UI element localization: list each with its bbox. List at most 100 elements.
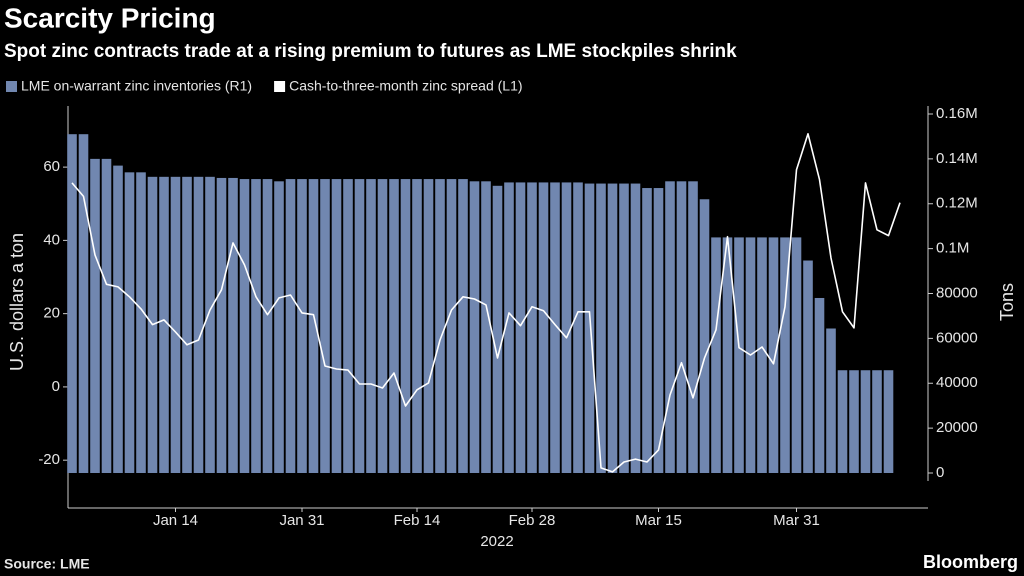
bar (90, 158, 100, 473)
legend-label: LME on-warrant zinc inventories (R1) (21, 78, 252, 94)
bar (573, 182, 583, 473)
x-axis-label: 2022 (480, 533, 513, 550)
x-tick-label: Feb 28 (509, 512, 556, 529)
x-tick-label: Mar 31 (773, 512, 820, 529)
bar (101, 158, 112, 473)
bar (458, 179, 468, 473)
source: Source: LME (4, 556, 90, 572)
bar (366, 179, 376, 473)
bar (711, 237, 721, 473)
bar (251, 179, 261, 473)
x-tick-label: Jan 14 (153, 512, 198, 529)
bar (469, 181, 480, 473)
chart-subtitle: Spot zinc contracts trade at a rising pr… (4, 41, 737, 62)
y2-tick-label: 0.14M (936, 150, 978, 167)
bar (722, 237, 733, 473)
bar (699, 199, 710, 473)
bar (113, 165, 123, 473)
bar (285, 179, 296, 473)
bar (538, 182, 549, 473)
bar (814, 297, 825, 473)
bar (860, 370, 871, 473)
bar (297, 179, 307, 473)
line (71, 133, 901, 473)
y-tick-label: 60 (43, 158, 60, 175)
y2-tick-label: 0.12M (936, 195, 978, 212)
bar (550, 182, 560, 473)
bar (837, 370, 848, 473)
bar (400, 179, 411, 473)
bar (377, 179, 388, 473)
y2-tick-label: 60000 (936, 329, 978, 346)
bar (331, 179, 342, 473)
bar (492, 185, 503, 474)
y-tick-label: 40 (43, 231, 60, 248)
bar (182, 176, 192, 473)
y2-tick-label: 0.16M (936, 105, 978, 122)
y2-tick-label: 80000 (936, 284, 978, 301)
brand: Bloomberg (923, 552, 1018, 572)
bar (354, 179, 365, 473)
chart-title: Scarcity Pricing (4, 2, 216, 33)
bar (803, 260, 813, 473)
y-axis-label: U.S. dollars a ton (7, 233, 27, 371)
bar (515, 182, 526, 473)
bar (504, 182, 514, 473)
bar (619, 183, 629, 473)
x-tick-label: Jan 31 (279, 512, 324, 529)
bar (584, 183, 595, 473)
bar (170, 176, 181, 473)
bar (791, 237, 802, 473)
bar (136, 172, 146, 473)
bar (343, 179, 353, 473)
bar (228, 177, 238, 473)
bar (849, 370, 859, 473)
bar (676, 181, 687, 473)
bar (239, 179, 250, 473)
bar (193, 176, 204, 473)
y2-tick-label: 0.1M (936, 240, 969, 257)
bar (124, 172, 135, 473)
bar (159, 176, 169, 473)
bar (872, 370, 882, 473)
bar (262, 179, 273, 473)
bar (481, 181, 491, 473)
bar (780, 237, 790, 473)
y2-axis-label: Tons (997, 283, 1017, 321)
bar (274, 181, 284, 473)
legend-swatch (274, 81, 286, 92)
bar (596, 183, 606, 473)
bar (67, 134, 77, 473)
bar (665, 181, 675, 473)
y2-tick-label: 40000 (936, 374, 978, 391)
bar (78, 134, 89, 473)
x-tick-label: Mar 15 (635, 512, 682, 529)
bar (757, 237, 767, 473)
bar (883, 370, 894, 473)
bar (205, 176, 215, 473)
bar (642, 188, 652, 473)
legend-swatch (6, 81, 17, 92)
bar (435, 179, 445, 473)
bar (527, 182, 537, 473)
bar (768, 237, 779, 473)
y2-tick-label: 0 (936, 464, 944, 481)
bar (607, 183, 618, 473)
bar (630, 183, 641, 473)
y2-tick-label: 20000 (936, 419, 978, 436)
legend-label: Cash-to-three-month zinc spread (L1) (289, 78, 522, 94)
bar (308, 179, 319, 473)
bar (389, 179, 399, 473)
x-tick-label: Feb 14 (394, 512, 441, 529)
y-tick-label: 20 (43, 305, 60, 322)
y-tick-label: -20 (38, 451, 60, 468)
bar (561, 182, 572, 473)
bar (446, 179, 457, 473)
bar (216, 177, 227, 473)
bar (423, 179, 434, 473)
bar (826, 328, 836, 473)
bar (320, 179, 330, 473)
bar (734, 237, 744, 473)
